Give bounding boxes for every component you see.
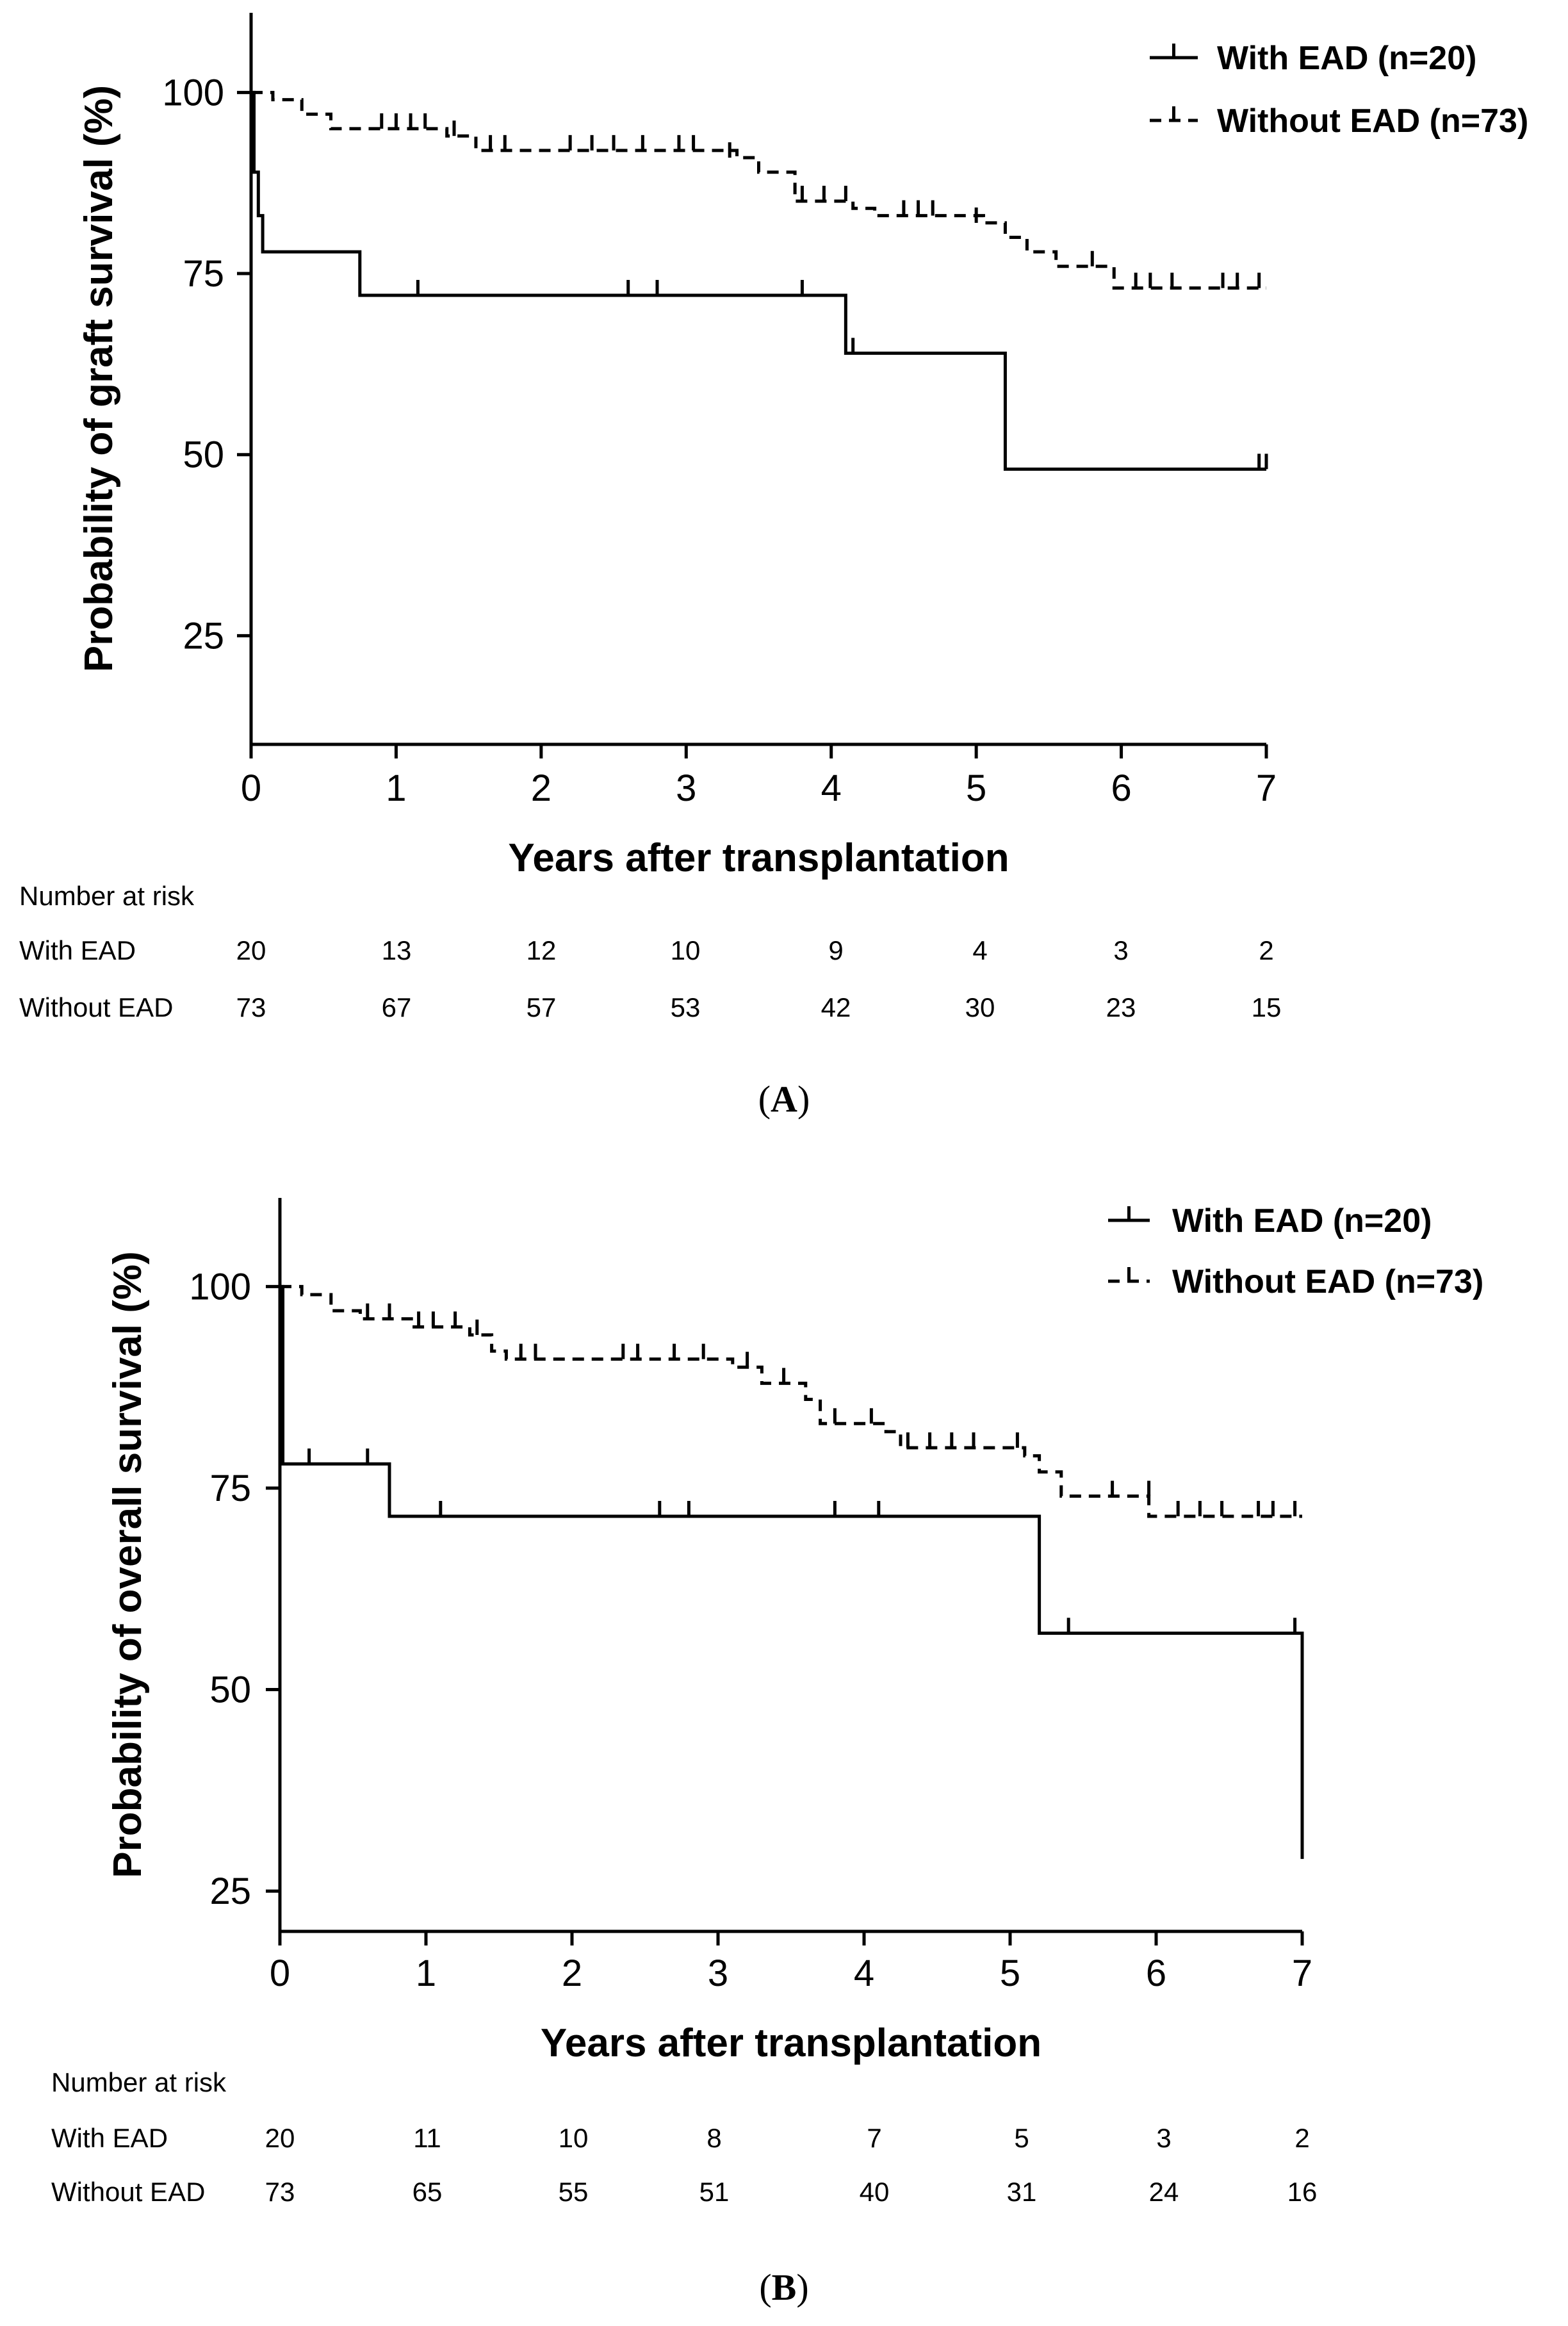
risk-value: 24 [1149, 2177, 1179, 2207]
risk-value: 5 [1014, 2123, 1029, 2153]
risk-value: 9 [828, 935, 843, 965]
risk-value: 2 [1259, 935, 1273, 965]
number-at-risk-title: Number at risk [51, 2067, 227, 2097]
risk-value: 40 [860, 2177, 890, 2207]
x-tick-label: 5 [1000, 1953, 1020, 1994]
risk-value: 15 [1252, 992, 1282, 1022]
with-ead-survival-line [280, 1284, 1304, 1859]
y-tick-label: 50 [209, 1669, 251, 1711]
risk-value: 23 [1106, 992, 1136, 1022]
legend-without-ead-label: Without EAD (n=73) [1217, 102, 1528, 140]
risk-value: 13 [382, 935, 412, 965]
y-tick-label: 100 [189, 1266, 251, 1307]
x-tick-label: 5 [966, 767, 986, 809]
risk-value: 73 [265, 2177, 295, 2207]
panel-label: (A) [758, 1078, 810, 1120]
risk-value: 65 [412, 2177, 443, 2207]
x-tick-label: 7 [1256, 767, 1277, 809]
risk-value: 20 [236, 935, 266, 965]
risk-value: 10 [559, 2123, 589, 2153]
panel-letter: B [772, 2266, 797, 2308]
risk-value: 57 [527, 992, 557, 1022]
legend-with-ead-label: With EAD (n=20) [1172, 1202, 1432, 1240]
panel-letter: A [771, 1078, 797, 1120]
y-tick-label: 100 [162, 72, 224, 113]
risk-value: 30 [965, 992, 995, 1022]
risk-value: 2 [1294, 2123, 1309, 2153]
risk-value: 31 [1007, 2177, 1037, 2207]
x-tick-label: 4 [854, 1953, 874, 1994]
risk-row-label: Without EAD [51, 2177, 205, 2207]
y-tick-label: 75 [183, 253, 224, 295]
x-tick-label: 1 [386, 767, 406, 809]
with-ead-survival-line [251, 90, 1266, 471]
legend-without-ead-label: Without EAD (n=73) [1172, 1263, 1483, 1300]
x-tick-label: 3 [708, 1953, 728, 1994]
risk-value: 3 [1156, 2123, 1171, 2153]
x-tick-label: 3 [676, 767, 696, 809]
y-tick-label: 50 [183, 434, 224, 476]
legend-with-ead-label: With EAD (n=20) [1217, 40, 1476, 77]
x-tick-label: 7 [1292, 1953, 1312, 1994]
risk-value: 16 [1287, 2177, 1318, 2207]
x-tick-label: 4 [821, 767, 842, 809]
y-axis-title: Probability of overall survival (%) [106, 1251, 150, 1878]
risk-value: 55 [559, 2177, 589, 2207]
risk-value: 53 [671, 992, 701, 1022]
x-tick-label: 0 [270, 1953, 290, 1994]
risk-value: 4 [972, 935, 987, 965]
risk-value: 11 [413, 2123, 441, 2153]
risk-value: 8 [706, 2123, 721, 2153]
x-tick-label: 0 [241, 767, 261, 809]
x-axis-title: Years after transplantation [541, 2021, 1041, 2065]
risk-row-label: Without EAD [19, 992, 173, 1022]
risk-value: 7 [867, 2123, 881, 2153]
risk-value: 20 [265, 2123, 295, 2153]
risk-row-label: With EAD [19, 935, 136, 965]
x-tick-label: 2 [562, 1953, 582, 1994]
risk-value: 42 [821, 992, 851, 1022]
number-at-risk-title: Number at risk [19, 881, 195, 911]
risk-value: 51 [699, 2177, 730, 2207]
x-tick-label: 2 [531, 767, 551, 809]
risk-value: 67 [382, 992, 412, 1022]
risk-value: 10 [671, 935, 701, 965]
y-tick-label: 75 [209, 1468, 251, 1509]
x-axis-title: Years after transplantation [508, 836, 1009, 880]
without-ead-survival-line [251, 90, 1266, 290]
x-tick-label: 1 [416, 1953, 436, 1994]
x-tick-label: 6 [1146, 1953, 1166, 1994]
panel-label: (B) [759, 2266, 808, 2308]
risk-row-label: With EAD [51, 2123, 168, 2153]
without-ead-survival-line [280, 1284, 1302, 1518]
y-axis-title: Probability of graft survival (%) [77, 85, 121, 672]
y-tick-label: 25 [183, 615, 224, 657]
risk-value: 12 [527, 935, 557, 965]
x-tick-label: 6 [1111, 767, 1131, 809]
risk-value: 3 [1113, 935, 1128, 965]
y-tick-label: 25 [209, 1871, 251, 1912]
risk-value: 73 [236, 992, 266, 1022]
